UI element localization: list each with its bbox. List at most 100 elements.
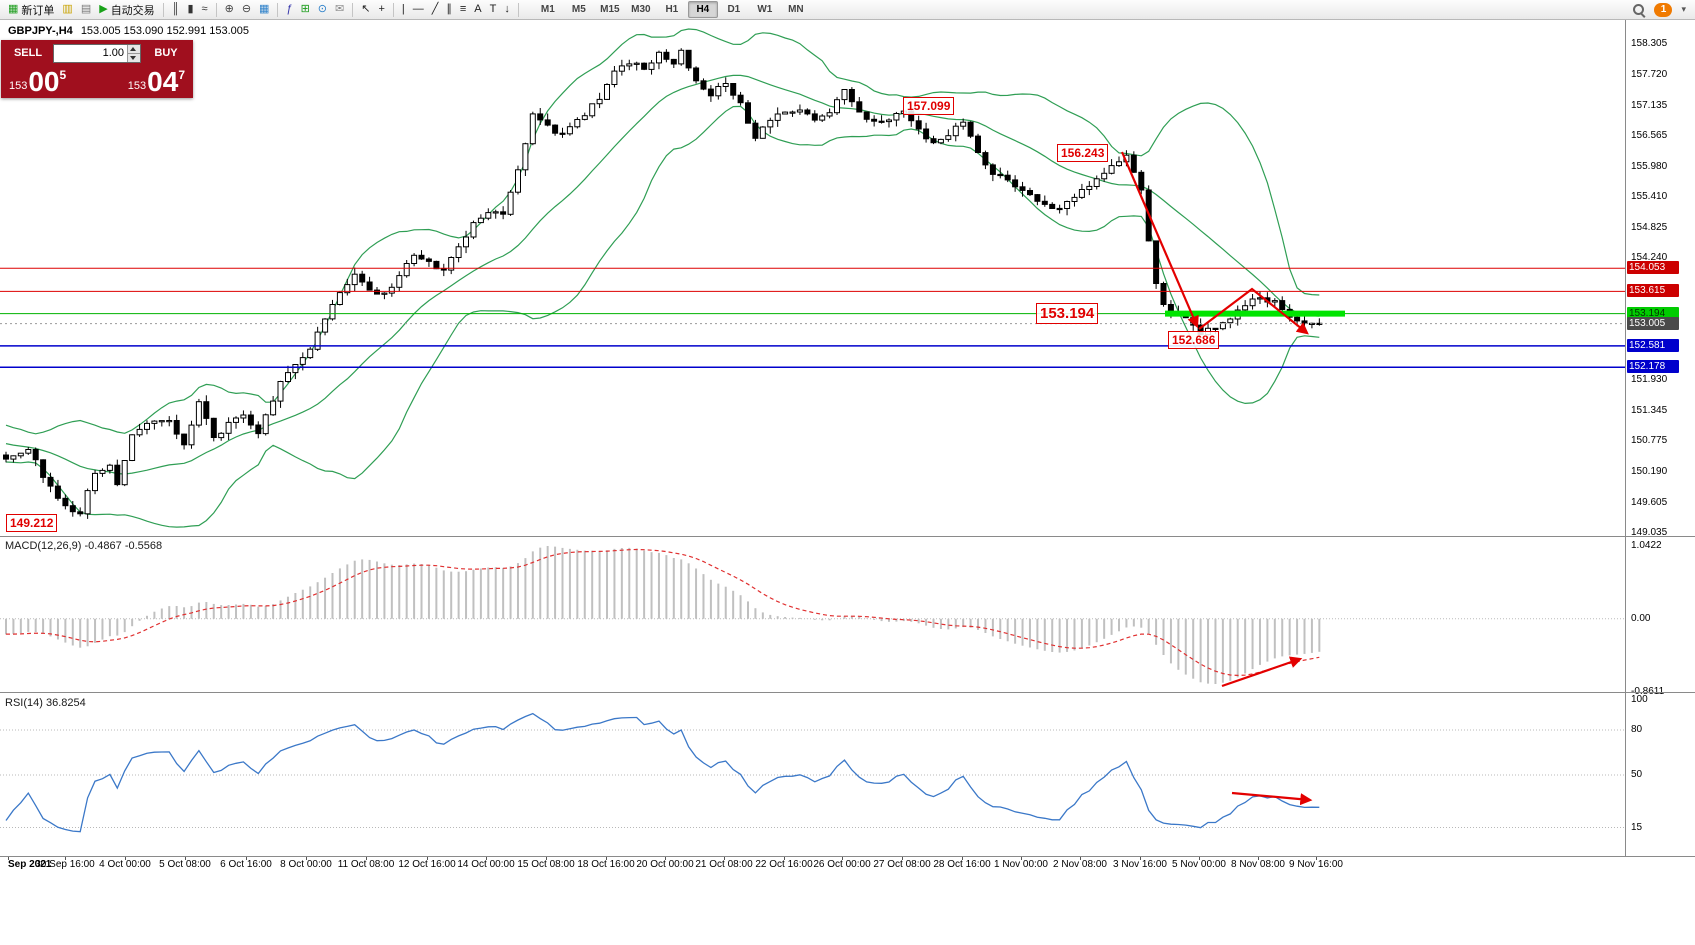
time-axis-label: 3 Nov 16:00 — [1113, 859, 1167, 870]
label-icon: T — [489, 3, 497, 15]
time-axis-label: 4 Oct 00:00 — [99, 859, 151, 870]
chart-canvas[interactable] — [0, 20, 1625, 856]
trendline-button[interactable]: ╱ — [428, 0, 443, 19]
macd-axis-label: 1.0422 — [1631, 540, 1662, 551]
toolbar-overflow-icon[interactable]: ▾ — [1681, 4, 1686, 14]
price-axis-label: 149.035 — [1631, 526, 1668, 538]
depth-of-market-button[interactable]: ▤ — [77, 0, 95, 19]
arrow-styles-button[interactable]: ↓ — [500, 0, 514, 19]
label-button[interactable]: T — [486, 0, 501, 19]
price-level-label: 153.005 — [1627, 316, 1679, 330]
timeframe-button-mn[interactable]: MN — [788, 4, 804, 15]
trendline-icon: ╱ — [431, 3, 439, 15]
bar-chart-button[interactable]: ║ — [168, 0, 184, 19]
price-axis-label: 157.720 — [1631, 68, 1668, 80]
toolbar-separator — [392, 2, 394, 17]
sell-price-sup: 5 — [59, 68, 67, 82]
buy-price-sup: 7 — [178, 68, 185, 82]
candlestick-chart-button[interactable]: ▮ — [183, 0, 197, 19]
volume-box: 1.00 — [53, 44, 141, 63]
time-axis-tick — [1199, 856, 1200, 860]
crosshair-button[interactable]: + — [374, 0, 388, 19]
volume-input[interactable]: 1.00 — [102, 47, 124, 59]
timeframe-button-h1[interactable]: H1 — [665, 4, 679, 15]
rsi-axis-label: 50 — [1631, 769, 1643, 780]
time-axis-tick — [306, 856, 307, 860]
timeframe-button-m5[interactable]: M5 — [571, 4, 586, 15]
tile-windows-icon: ▦ — [259, 3, 270, 15]
time-axis-tick — [8, 856, 9, 860]
time-axis-divider — [0, 856, 1695, 857]
add-indicator-button[interactable]: ⊞ — [297, 0, 314, 19]
auto-trading-button[interactable]: ▶ 自动交易 — [95, 0, 158, 19]
period-button[interactable]: ⊙ — [314, 0, 331, 19]
macd-panel-divider[interactable] — [0, 536, 1695, 537]
text-button[interactable]: A — [470, 0, 485, 19]
time-axis-tick — [546, 856, 547, 860]
channel-icon: ∥ — [446, 3, 452, 15]
timeframe-button-m15[interactable]: M15 — [600, 4, 620, 15]
horizontal-line-button[interactable]: — — [409, 0, 428, 19]
timeframe-button-m30[interactable]: M30 — [631, 4, 651, 15]
time-axis-label: 9 Nov 16:00 — [1289, 859, 1343, 870]
volume-decrease-button[interactable] — [128, 53, 140, 62]
period-icon: ⊙ — [317, 3, 327, 15]
time-axis-label: 26 Oct 00:00 — [813, 859, 871, 870]
text-icon: A — [474, 3, 482, 15]
price-trend-arrow — [1198, 287, 1309, 335]
time-axis-label: 14 Oct 00:00 — [457, 859, 515, 870]
time-axis-label: 20 Oct 00:00 — [636, 859, 694, 870]
time-axis-label: 5 Nov 00:00 — [1172, 859, 1226, 870]
search-icon[interactable] — [1632, 3, 1645, 16]
price-axis-label: 151.345 — [1631, 405, 1668, 417]
timeframe-button-h4[interactable]: H4 — [687, 1, 718, 18]
buy-button[interactable]: BUY — [154, 47, 178, 59]
trade-widget-prices: 153 00 5 153 04 7 — [1, 65, 193, 97]
crosshair-icon: + — [378, 3, 385, 15]
time-axis-label: 21 Oct 08:00 — [695, 859, 753, 870]
time-axis-label: 15 Oct 08:00 — [517, 859, 575, 870]
time-axis-label: 27 Oct 08:00 — [873, 859, 931, 870]
buy-price[interactable]: 153 04 7 — [128, 67, 185, 97]
fibonacci-button[interactable]: ≡ — [456, 0, 470, 19]
cursor-button[interactable]: ↖ — [357, 0, 374, 19]
price-axis-label: 150.775 — [1631, 435, 1668, 447]
notification-badge[interactable]: 1 — [1654, 2, 1673, 17]
auto-trading-button-label: 自动交易 — [110, 4, 155, 17]
timeframe-button-d1[interactable]: D1 — [727, 4, 741, 15]
chart-profiles-button[interactable]: ▥ — [58, 0, 76, 19]
horizontal-line-icon: — — [412, 3, 424, 15]
symbol-info: GBPJPY-,H4 153.005 153.090 152.991 153.00… — [8, 25, 249, 37]
zoom-out-button[interactable]: ⊖ — [238, 0, 255, 19]
timeframe-button-w1[interactable]: W1 — [757, 4, 773, 15]
toolbar-separator — [162, 2, 164, 17]
vertical-line-icon: | — [401, 3, 405, 15]
channel-button[interactable]: ∥ — [442, 0, 456, 19]
indicators-button[interactable]: ƒ — [282, 0, 296, 19]
timeframe-buttons: M1 M5 M15 M30 H1 H4 D1 W1 MN — [533, 1, 811, 18]
mail-button[interactable]: ✉ — [331, 0, 348, 19]
time-axis-tick — [784, 856, 785, 860]
toolbar-separator — [215, 2, 217, 17]
rsi-panel-divider[interactable] — [0, 692, 1695, 693]
new-order-button[interactable]: ▦ 新订单 — [4, 0, 58, 19]
zoom-in-button[interactable]: ⊕ — [221, 0, 238, 19]
chart-profiles-icon: ▥ — [62, 3, 73, 15]
time-axis-tick — [902, 856, 903, 860]
price-level-label: 154.053 — [1627, 261, 1679, 275]
line-chart-button[interactable]: ≈ — [198, 0, 212, 19]
sell-button[interactable]: SELL — [13, 47, 43, 59]
price-axis-label: 158.305 — [1631, 38, 1668, 49]
time-axis-tick — [1140, 856, 1141, 860]
volume-increase-button[interactable] — [128, 45, 140, 53]
price-axis-label: 154.240 — [1631, 252, 1668, 264]
price-axis-label: 150.190 — [1631, 466, 1668, 478]
price-axis-divider[interactable] — [1625, 20, 1626, 856]
cursor-icon: ↖ — [361, 3, 371, 15]
vertical-line-button[interactable]: | — [398, 0, 409, 19]
sell-price[interactable]: 153 00 5 — [9, 67, 66, 97]
toolbar-separator — [277, 2, 279, 17]
tile-windows-button[interactable]: ▦ — [255, 0, 273, 19]
sell-price-main: 00 — [28, 66, 60, 97]
timeframe-button-m1[interactable]: M1 — [540, 4, 555, 15]
